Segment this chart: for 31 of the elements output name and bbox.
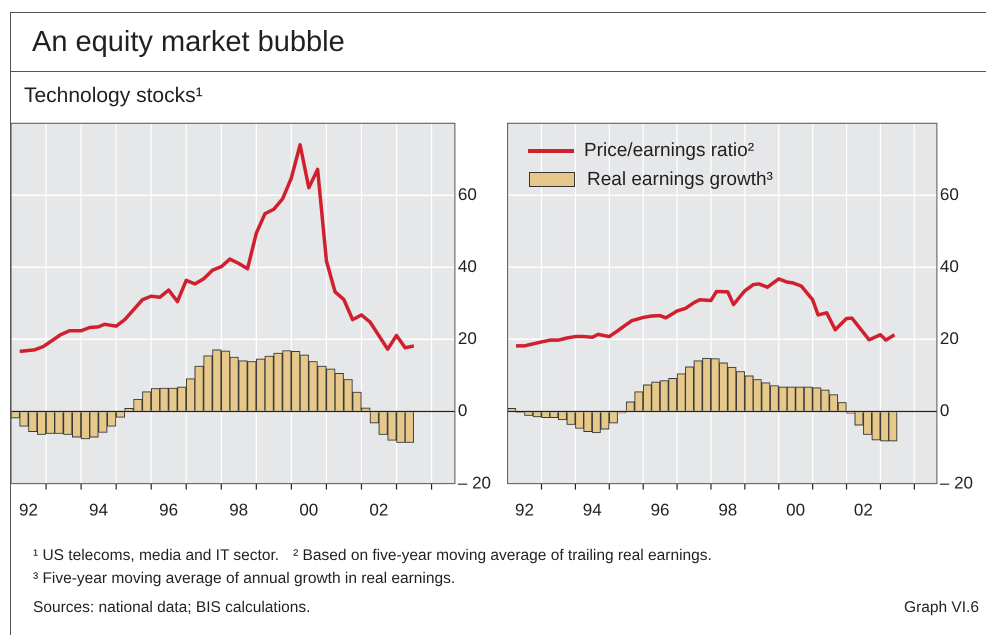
text: ¹ US telecoms, media and IT sector. (33, 546, 280, 566)
text: Graph VI.6 (904, 598, 979, 618)
y-tick-label: 60 (940, 184, 959, 204)
x-tick-label: 02 (369, 500, 388, 520)
x-tick-label: 92 (18, 500, 38, 520)
text: ² Based on five-year moving average of trailing real earnings. (293, 546, 712, 566)
y-tick-label: – 20 (458, 473, 492, 492)
y-tick-label: 60 (458, 184, 477, 204)
y-tick-label: 40 (458, 257, 477, 276)
y-tick-label: – 20 (940, 473, 974, 492)
x-tick-label: 94 (89, 500, 108, 520)
y-tick-label: 0 (458, 401, 468, 420)
x-tick-label: 00 (786, 500, 806, 520)
chart-title: An equity market bubble (32, 26, 345, 59)
text: ³ Five-year moving average of annual growth in real earnings. (33, 569, 456, 589)
y-tick-label: 20 (940, 329, 959, 348)
x-tick-label: 96 (650, 500, 670, 520)
y-tick-label: 0 (940, 401, 950, 420)
y-tick-label: 20 (458, 329, 477, 348)
x-tick-label: 94 (582, 500, 602, 520)
legend-label: Price/earnings ratio² (584, 139, 754, 163)
x-tick-label: 96 (159, 500, 178, 520)
x-tick-label: 92 (514, 500, 534, 520)
y-tick-label: 40 (940, 257, 959, 276)
legend-label: Real earnings growth³ (587, 168, 773, 192)
x-tick-label: 00 (299, 500, 318, 520)
x-tick-label: 98 (718, 500, 738, 520)
chart-subtitle: Technology stocks¹ (23, 84, 204, 109)
source-note: Sources: national data; BIS calculations. (33, 598, 310, 618)
x-tick-label: 98 (229, 500, 248, 520)
x-tick-label: 02 (854, 500, 873, 520)
